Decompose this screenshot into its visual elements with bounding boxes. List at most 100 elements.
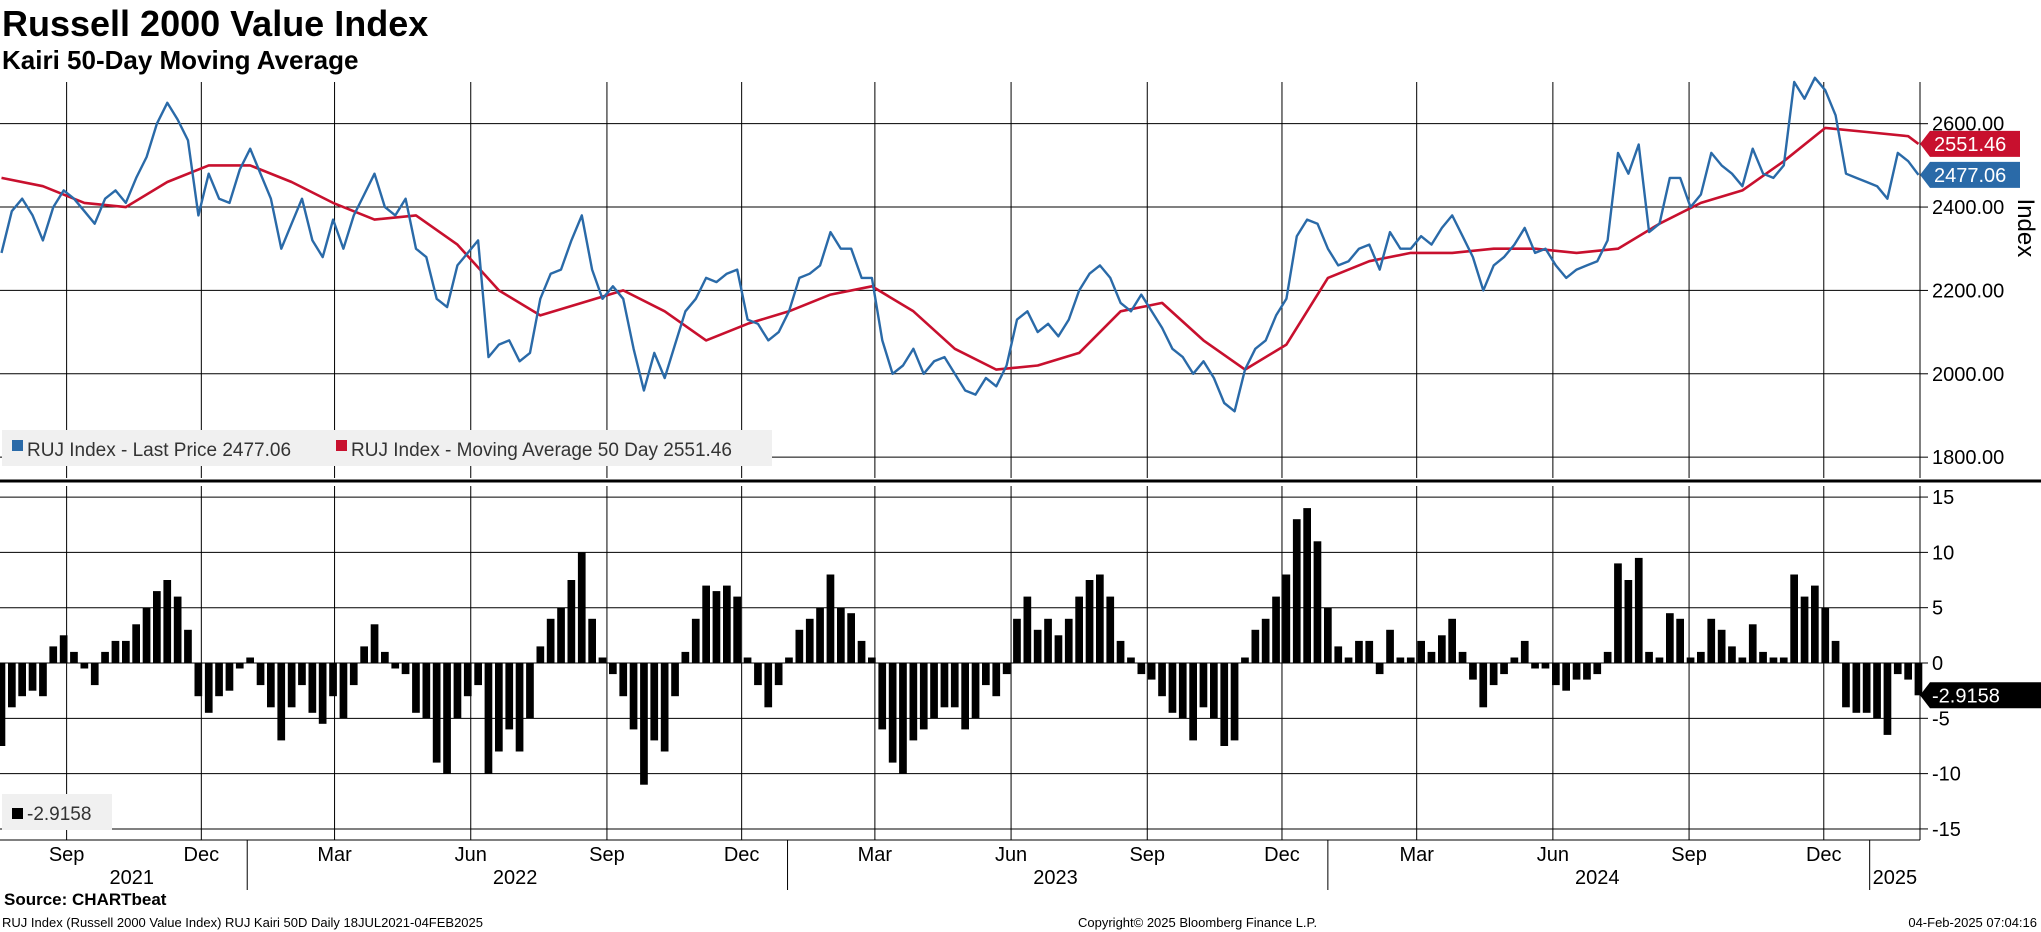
footer-copyright: Copyright© 2025 Bloomberg Finance L.P. [1078,915,1318,930]
kairi-bar [1230,663,1239,741]
kairi-bar [1106,596,1115,663]
kairi-bar [1904,663,1912,680]
kairi-bar [1282,574,1291,663]
kairi-bar [1241,657,1249,663]
kairi-bar [453,663,462,719]
kairi-bar [1893,663,1902,675]
kairi-bar [1914,663,1923,696]
kairi-bar [723,585,731,663]
kairi-bar [443,663,451,774]
kairi-bar [1168,663,1177,713]
kairi-bar [982,663,990,686]
kairi-bar [432,663,441,763]
kairi-bar [1583,663,1591,680]
kairi-bar [1427,651,1436,663]
kairi-bar [1261,618,1270,664]
kairi-bar [204,663,213,713]
y-tick-label: 0 [1932,653,1943,675]
kairi-bar [1779,657,1788,663]
kairi-bar [1365,640,1374,663]
kairi-bar [1572,663,1581,680]
kairi-bar [1044,618,1052,664]
y-tick-label: 5 [1932,598,1943,620]
kairi-bar [930,663,938,719]
x-tick-label: Mar [317,844,352,866]
kairi-bar [1220,663,1229,746]
kairi-bar [1417,640,1425,663]
kairi-bar [1728,646,1736,663]
kairi-bar [1375,663,1384,675]
y-tick-label: -5 [1932,708,1950,730]
kairi-bar [184,629,192,663]
kairi-bar [1085,580,1094,663]
kairi-bar [619,663,628,697]
kairi-bar [868,657,876,663]
kairi-bar [1137,663,1146,675]
kairi-bar [1873,663,1881,719]
kairi-bar [640,663,648,785]
kairi-bar [826,574,835,663]
y-tick-label: -15 [1932,819,1961,841]
kairi-bar [1883,663,1892,735]
kairi-bar [287,663,296,708]
kairi-bar [360,646,368,663]
kairi-bar [318,663,327,724]
y-tick-label: 15 [1932,487,1954,509]
kairi-bar [1645,651,1653,663]
x-year-label: 2025 [1873,867,1918,889]
kairi-bar [702,585,710,663]
kairi-bar [484,663,493,774]
kairi-bar [235,663,244,669]
kairi-bar [381,651,389,663]
kairi-bar [888,663,897,763]
kairi-bar [536,646,545,663]
kairi-bar [246,657,254,663]
kairi-bar [1531,663,1539,669]
kairi-bar [18,663,26,697]
kairi-bar [1158,663,1166,697]
kairi-bar [1500,663,1508,675]
x-tick-label: Jun [995,844,1027,866]
kairi-bar [1603,651,1612,663]
moving-average-line [1,126,1920,371]
kairi-bar [132,624,140,663]
kairi-bar [153,591,161,663]
kairi-bar [391,663,400,669]
kairi-bar [101,651,109,663]
kairi-bar [940,663,949,708]
kairi-bar [1759,651,1767,663]
kairi-bar [1448,618,1456,664]
kairi-bar [1023,596,1032,663]
kairi-bar [1313,541,1322,663]
kairi-bar [1438,635,1446,663]
kairi-bar [1406,657,1415,663]
moving-average-last-tag-label: 2551.46 [1934,134,2006,156]
kairi-bar [122,640,130,663]
kairi-bar [59,635,68,663]
kairi-bar [8,663,16,708]
x-tick-label: Dec [184,844,220,866]
kairi-bar [39,663,47,697]
kairi-bar [256,663,265,686]
kairi-bar [1096,574,1104,663]
kairi-bar [712,591,721,663]
kairi-bar [1199,663,1208,708]
kairi-bar [1842,663,1850,708]
kairi-bar [225,663,234,691]
kairi-bar [609,663,617,675]
kairi-bar [70,651,78,663]
kairi-bar [80,663,89,669]
kairi-bar [1189,663,1197,741]
kairi-bar [277,663,286,741]
kairi-bar [1831,640,1840,663]
kairi-bar [194,663,203,697]
kairi-bar [950,663,959,708]
y-tick-label: -10 [1932,764,1961,786]
kairi-bar [1386,629,1394,663]
kairi-bar [28,663,37,691]
kairi-bar [1790,574,1798,663]
x-tick-label: Jun [1537,844,1569,866]
kairi-bar [1811,585,1819,663]
x-tick-label: Sep [1129,844,1165,866]
kairi-bar [1002,663,1011,675]
